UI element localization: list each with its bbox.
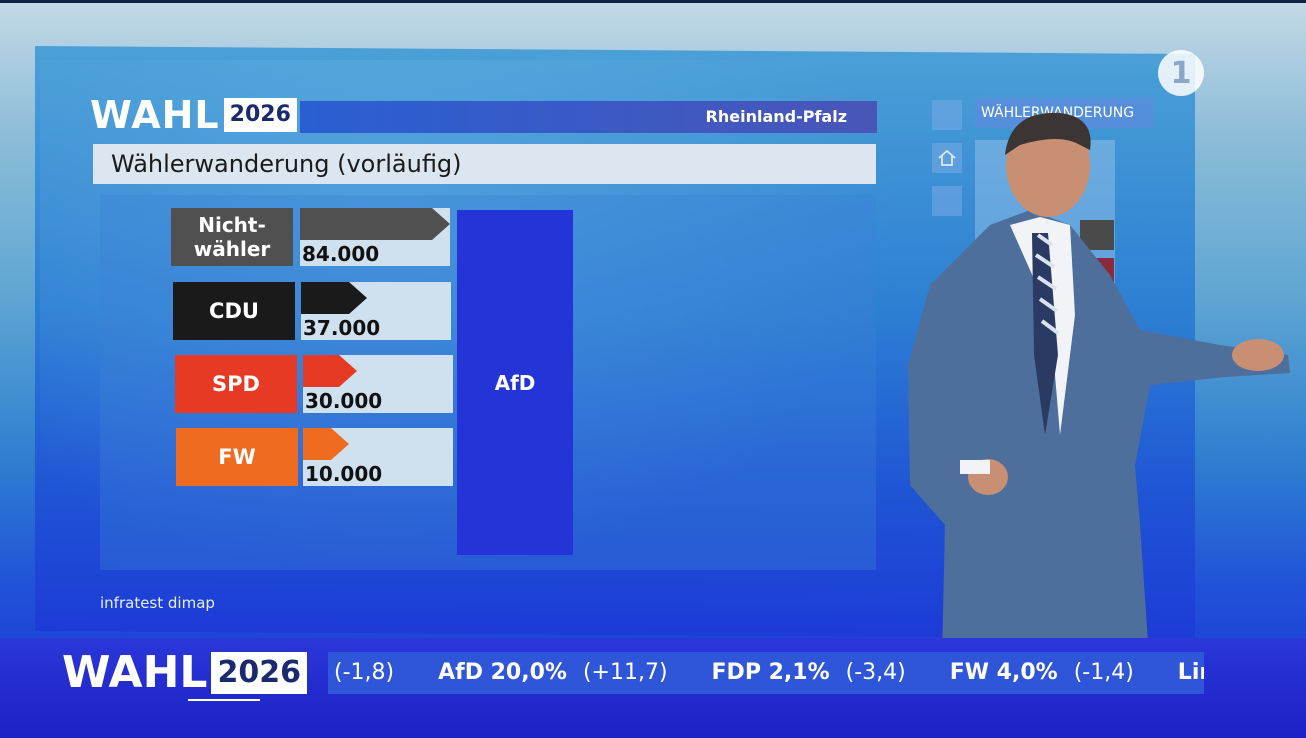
ticker-underline xyxy=(188,699,260,701)
flow-arrow-bar xyxy=(301,282,367,314)
ticker-logo-year: 2026 xyxy=(211,652,307,694)
ticker-logo: WAHL 2026 xyxy=(62,650,307,696)
value-label: 30.000 xyxy=(305,389,383,413)
flow-arrow-bar xyxy=(300,208,450,240)
value-label: 84.000 xyxy=(302,242,380,266)
party-label-box: SPD xyxy=(175,355,297,413)
value-box: 10.000 xyxy=(303,428,453,486)
side-panel-button[interactable] xyxy=(932,100,962,130)
flow-arrow-bar xyxy=(303,428,349,460)
chart-title: Wählerwanderung (vorläufig) xyxy=(93,144,876,184)
flow-arrow-bar xyxy=(303,355,357,387)
home-icon xyxy=(938,149,956,166)
region-bar: Rheinland-Pfalz xyxy=(300,101,877,133)
ticker-item: Linke xyxy=(1177,660,1204,685)
side-panel-button[interactable] xyxy=(932,186,962,216)
wahl-logo: WAHL 2026 xyxy=(90,94,297,136)
target-party-bar: AfD xyxy=(457,210,573,555)
wahl-logo-year: 2026 xyxy=(223,98,297,132)
ticker-item: FW 4,0% (-1,4) xyxy=(949,660,1134,685)
target-party-label: AfD xyxy=(494,370,536,395)
home-button[interactable] xyxy=(932,143,962,173)
party-label-box: FW xyxy=(176,428,298,486)
value-label: 10.000 xyxy=(305,462,383,486)
ticker-logo-word: WAHL xyxy=(62,647,208,698)
presenter-image xyxy=(908,112,1290,738)
party-label-box: Nicht-wähler xyxy=(171,208,293,266)
party-label-box: CDU xyxy=(173,282,295,340)
ticker-item: AfD 20,0% (+11,7) xyxy=(438,660,668,685)
wahl-logo-word: WAHL xyxy=(90,93,220,137)
value-box: 37.000 xyxy=(301,282,451,340)
results-ticker: (-1,8) AfD 20,0% (+11,7) FDP 2,1% (-3,4) FW 4… xyxy=(328,652,1204,694)
ticker-item: FDP 2,1% (-3,4) xyxy=(711,660,906,685)
value-label: 37.000 xyxy=(303,316,381,340)
channel-logo: 1 xyxy=(1158,50,1204,96)
ticker-item: (-1,8) xyxy=(334,660,395,685)
value-box: 30.000 xyxy=(303,355,453,413)
source-label: infratest dimap xyxy=(100,594,215,612)
value-box: 84.000 xyxy=(300,208,450,266)
top-border xyxy=(0,0,1306,3)
